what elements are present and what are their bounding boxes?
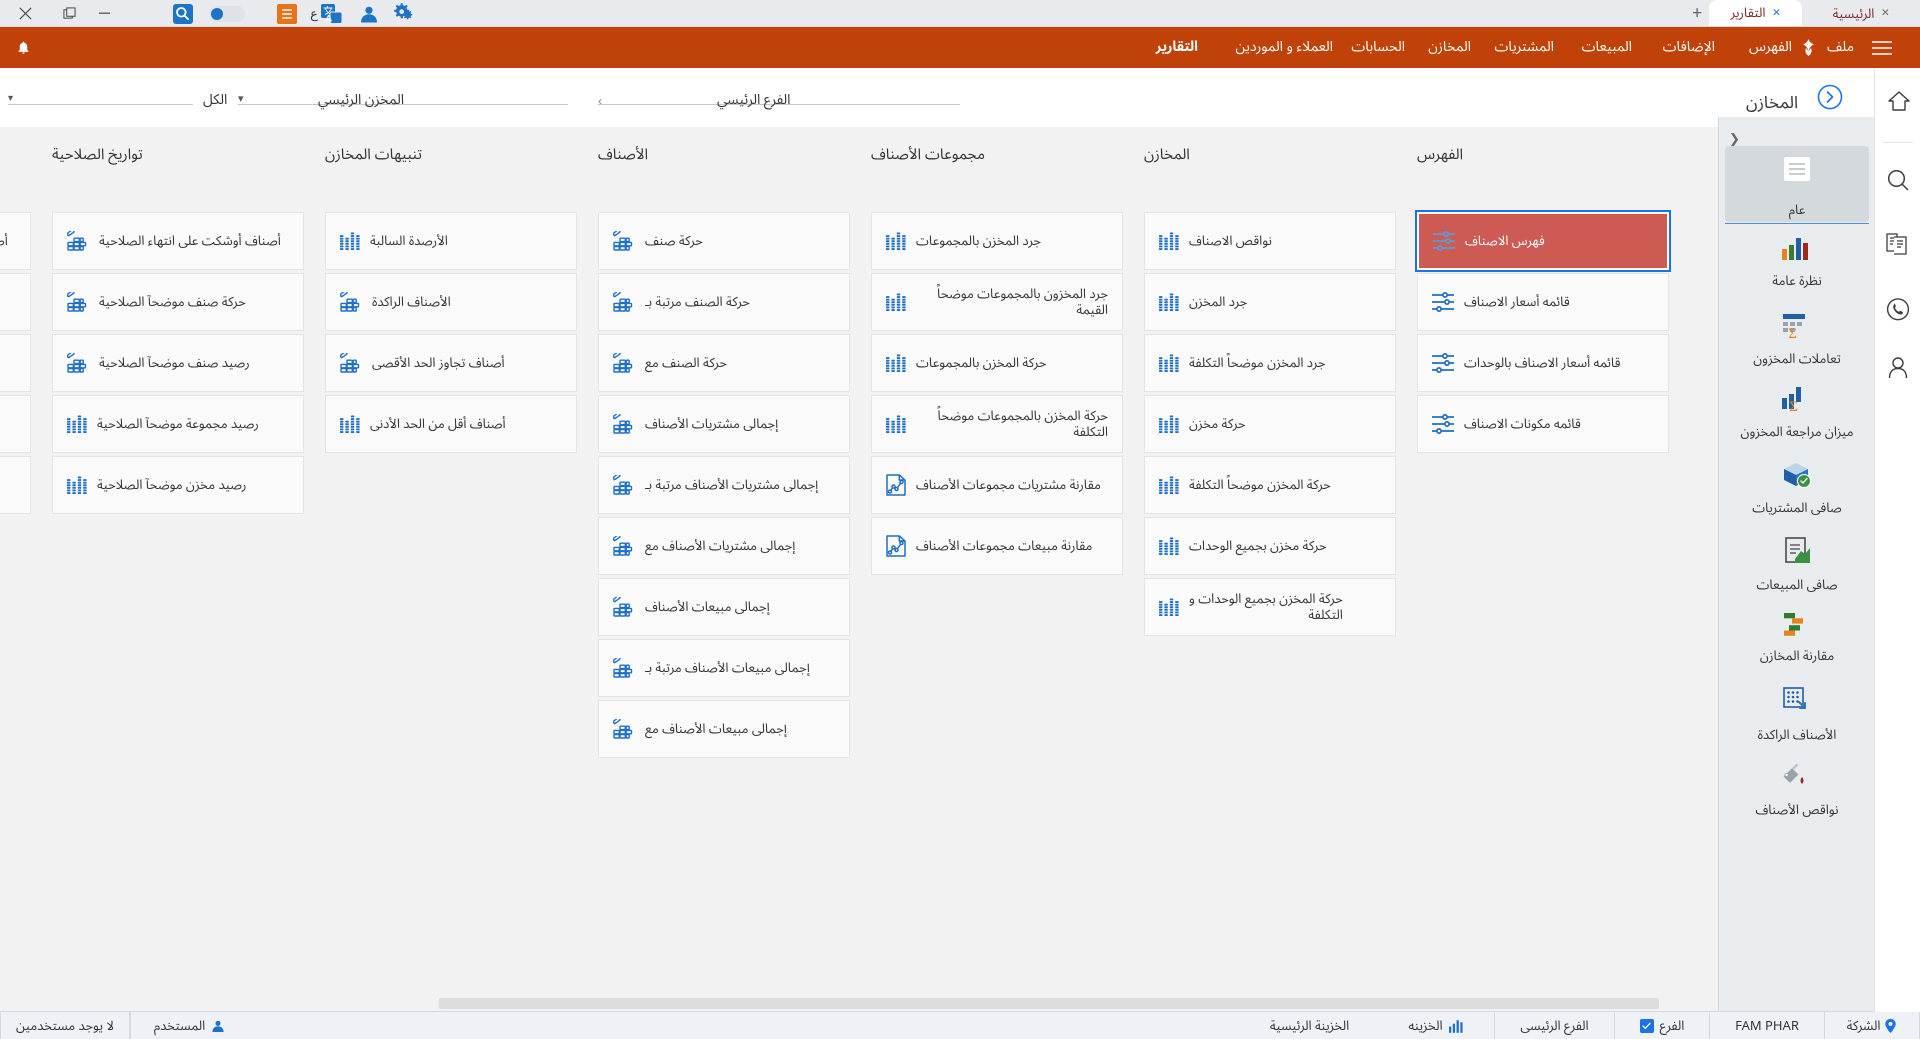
svg-text:Σ: Σ: [1788, 326, 1797, 339]
svg-text:Σ: Σ: [1789, 399, 1798, 412]
